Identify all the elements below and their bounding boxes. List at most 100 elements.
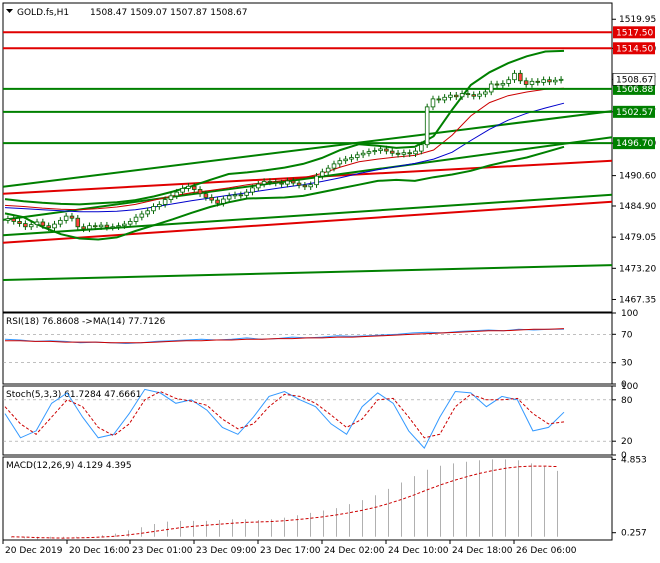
level-label-box <box>613 137 655 150</box>
price-tick-label: 1484.90 <box>619 202 656 212</box>
dropdown-arrow-icon[interactable] <box>6 9 13 13</box>
candle-body <box>197 189 203 195</box>
time-tick-label: 23 Dec 01:00 <box>132 546 193 556</box>
candle-body <box>63 215 69 221</box>
candle-body <box>58 219 63 225</box>
candle-body <box>98 224 104 228</box>
moving-average-blue-line <box>4 102 565 213</box>
rsi-series-line <box>5 328 565 344</box>
indicator-frame <box>2 385 613 456</box>
candle-body <box>471 94 477 97</box>
candle-body <box>226 195 232 200</box>
candle-body <box>122 223 127 227</box>
candle-body <box>69 215 75 219</box>
candle-body <box>553 79 558 83</box>
candle-body <box>558 78 564 81</box>
candle-body <box>401 152 407 155</box>
macd-panel[interactable]: 4.853 0.257 MACD(12,26,9) 4.129 4.395 <box>2 455 647 541</box>
price-plot-frame <box>2 2 613 313</box>
trend-line <box>2 110 613 188</box>
candle-body <box>529 80 535 85</box>
candle-body <box>349 157 354 160</box>
time-tick-label: 24 Dec 02:00 <box>324 546 385 556</box>
indicator-frame <box>2 312 613 385</box>
candle-body <box>186 185 191 189</box>
candle-body <box>500 83 506 86</box>
trend-line <box>2 136 613 221</box>
price-panel[interactable]: 1519.95 1514.50 1508.67 1502.57 1496.70 1490.… <box>2 2 656 313</box>
candle-body <box>162 199 168 205</box>
rsi-panel[interactable]: 100 70 30 0 RSI(18) 76.8608 ->MA(14) 77.7126 <box>2 309 638 390</box>
candle-body <box>290 180 296 184</box>
candle-body <box>250 187 255 193</box>
candle-body <box>296 182 302 186</box>
time-tick-label: 24 Dec 18:00 <box>452 546 513 556</box>
candle-body <box>110 226 115 229</box>
candle-body <box>477 93 482 97</box>
price-tick-label: 1519.95 <box>619 15 656 25</box>
candle-body <box>337 160 343 165</box>
trend-line <box>2 264 613 282</box>
candle-body <box>215 199 220 204</box>
candle-body <box>279 182 284 185</box>
trend-line <box>2 193 613 237</box>
candle-body <box>11 218 16 222</box>
candle-body <box>52 223 57 229</box>
candle-body <box>430 98 436 108</box>
candle-body <box>5 218 11 221</box>
candle-body <box>424 106 430 146</box>
candle-body <box>378 148 383 151</box>
candle-body <box>372 150 378 153</box>
bollinger-upper-line <box>4 49 565 206</box>
candle-body <box>448 94 453 98</box>
candle-body <box>238 194 244 197</box>
ohlc-values: 1508.47 1509.07 1507.87 1508.67 <box>90 8 247 18</box>
candle-body <box>454 94 459 98</box>
candle-body <box>145 210 150 215</box>
candle-body <box>28 224 34 228</box>
candle-body <box>139 213 145 218</box>
candle-body <box>203 193 209 198</box>
candle-body <box>87 225 92 230</box>
candle-body <box>343 158 348 162</box>
stochastic-series-line <box>4 390 565 439</box>
candle-body <box>512 72 517 81</box>
candle-body <box>261 181 267 185</box>
stochastic-panel[interactable]: 100 80 20 0 Stoch(5,3,3) 61.7284 47.6661 <box>2 382 638 461</box>
candle-body <box>535 80 541 83</box>
level-label-box <box>613 26 655 39</box>
candle-body <box>419 144 424 152</box>
indicator-tick-label: 4.853 <box>621 455 647 465</box>
candle-body <box>75 217 81 228</box>
candle-body <box>127 221 133 225</box>
candle-body <box>104 224 110 228</box>
candle-body <box>366 151 372 154</box>
candle-body <box>459 93 465 98</box>
candle-body <box>46 225 51 229</box>
current-price-label: 1508.67 <box>616 75 653 85</box>
indicator-tick-label: 0 <box>621 451 627 461</box>
indicator-tick-label: 20 <box>621 437 633 447</box>
indicator-tick-label: 80 <box>621 396 633 406</box>
time-tick-label: 20 Dec 2019 <box>5 546 63 556</box>
candle-body <box>523 80 529 85</box>
indicator-tick-label: 100 <box>621 309 638 319</box>
candle-body <box>384 148 389 152</box>
time-tick-label: 24 Dec 10:00 <box>388 546 449 556</box>
indicator-title: RSI(18) 76.8608 ->MA(14) 77.7126 <box>6 317 166 327</box>
level-label: 1496.70 <box>616 139 653 149</box>
candle-body <box>325 167 331 173</box>
time-tick-label: 23 Dec 09:00 <box>196 546 257 556</box>
bollinger-lower-line <box>4 145 565 241</box>
indicator-tick-label: 30 <box>621 359 633 369</box>
candle-body <box>314 175 319 186</box>
time-tick-label: 26 Dec 06:00 <box>516 546 577 556</box>
candle-body <box>133 216 139 222</box>
candle-body <box>465 93 471 96</box>
time-tick-label: 20 Dec 16:00 <box>69 546 130 556</box>
candle-body <box>23 223 28 228</box>
indicator-frame <box>2 456 613 541</box>
level-label-box <box>613 42 655 55</box>
